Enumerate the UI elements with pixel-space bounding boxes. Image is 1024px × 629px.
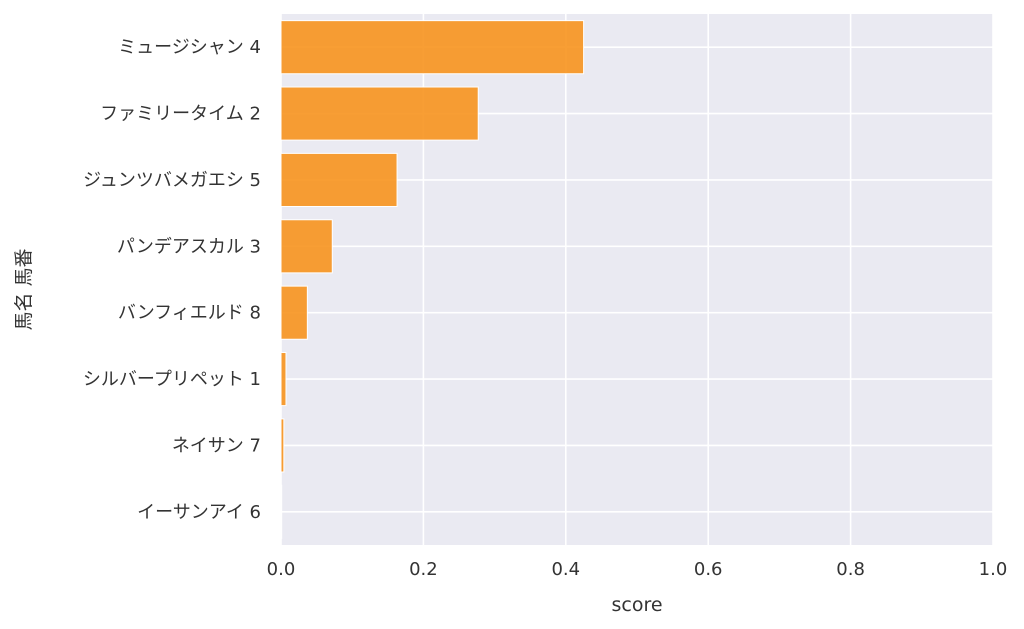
bar xyxy=(280,20,585,75)
y-axis-title: 馬名 馬番 xyxy=(13,248,35,330)
bar xyxy=(280,418,285,473)
bar xyxy=(280,352,287,407)
x-tick-label: 0.2 xyxy=(409,559,438,580)
category-label: イーサンアイ 6 xyxy=(137,502,261,523)
bar xyxy=(280,285,308,340)
x-tick-label: 1.0 xyxy=(979,559,1008,580)
category-label: ミュージシャン 4 xyxy=(118,37,261,58)
category-label: ジュンツバメガエシ 5 xyxy=(83,170,261,191)
bars xyxy=(280,20,585,539)
category-labels: ミュージシャン 4 ファミリータイム 2 ジュンツバメガエシ 5 パンデアスカル 3 バ… xyxy=(83,37,261,523)
category-label: ネイサン 7 xyxy=(172,435,261,456)
x-tick-label: 0.8 xyxy=(836,559,865,580)
category-label: シルバープリペット 1 xyxy=(83,369,261,390)
bar xyxy=(280,86,479,141)
bar xyxy=(280,484,283,539)
bar xyxy=(280,219,333,274)
category-label: ファミリータイム 2 xyxy=(100,104,261,125)
x-tick-label: 0.6 xyxy=(694,559,723,580)
x-tick-labels: 0.0 0.2 0.4 0.6 0.8 1.0 xyxy=(267,559,1008,580)
x-axis-title: score xyxy=(611,594,662,616)
category-label: パンデアスカル 3 xyxy=(117,236,261,257)
bar xyxy=(280,152,398,207)
x-tick-label: 0.0 xyxy=(267,559,296,580)
category-label: バンフィエルド 8 xyxy=(118,303,261,324)
x-tick-label: 0.4 xyxy=(551,559,580,580)
